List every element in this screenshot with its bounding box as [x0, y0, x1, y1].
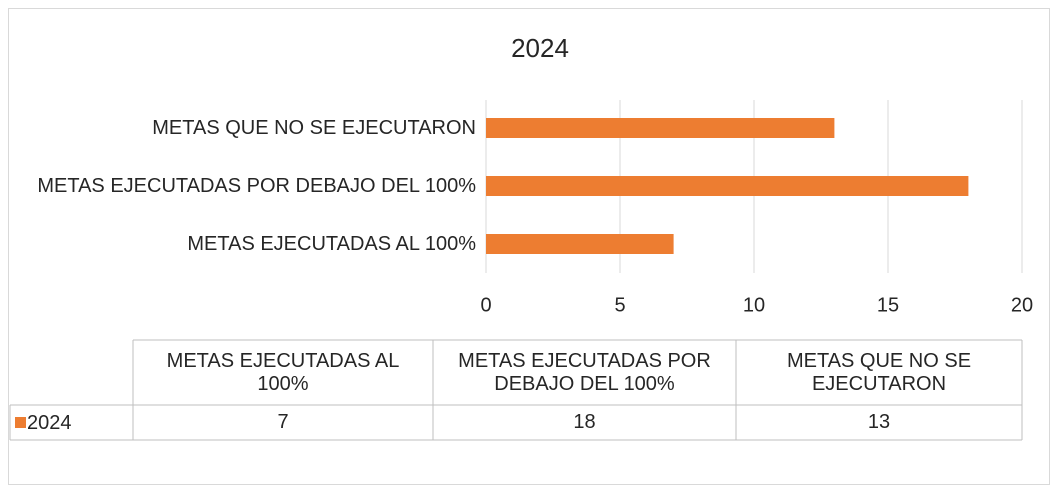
table-value-cell: 7 [277, 411, 289, 433]
table-value-cell: 18 [573, 411, 596, 433]
table-value-cell: 13 [867, 411, 891, 433]
chart-title: 2024 [511, 33, 569, 63]
table-header-cell: METAS EJECUTADAS AL 100% [166, 349, 400, 395]
legend-key [15, 417, 26, 428]
bar [486, 176, 969, 196]
y-tick-label: METAS EJECUTADAS POR DEBAJO DEL 100% [37, 175, 476, 197]
bar [486, 234, 674, 254]
legend-label: 2024 [27, 412, 72, 434]
table-header-cell: METAS QUE NO SE EJECUTARON [786, 349, 972, 395]
x-tick-label: 15 [877, 294, 899, 316]
y-tick-label: METAS QUE NO SE EJECUTARON [152, 117, 476, 139]
table-header-cell: METAS EJECUTADAS POR DEBAJO DEL 100% [458, 349, 711, 395]
x-tick-label: 0 [480, 294, 491, 316]
y-tick-label: METAS EJECUTADAS AL 100% [187, 233, 476, 255]
x-tick-label: 5 [614, 294, 625, 316]
x-tick-label: 20 [1011, 294, 1033, 316]
bar [486, 118, 835, 138]
x-tick-label: 10 [743, 294, 765, 316]
